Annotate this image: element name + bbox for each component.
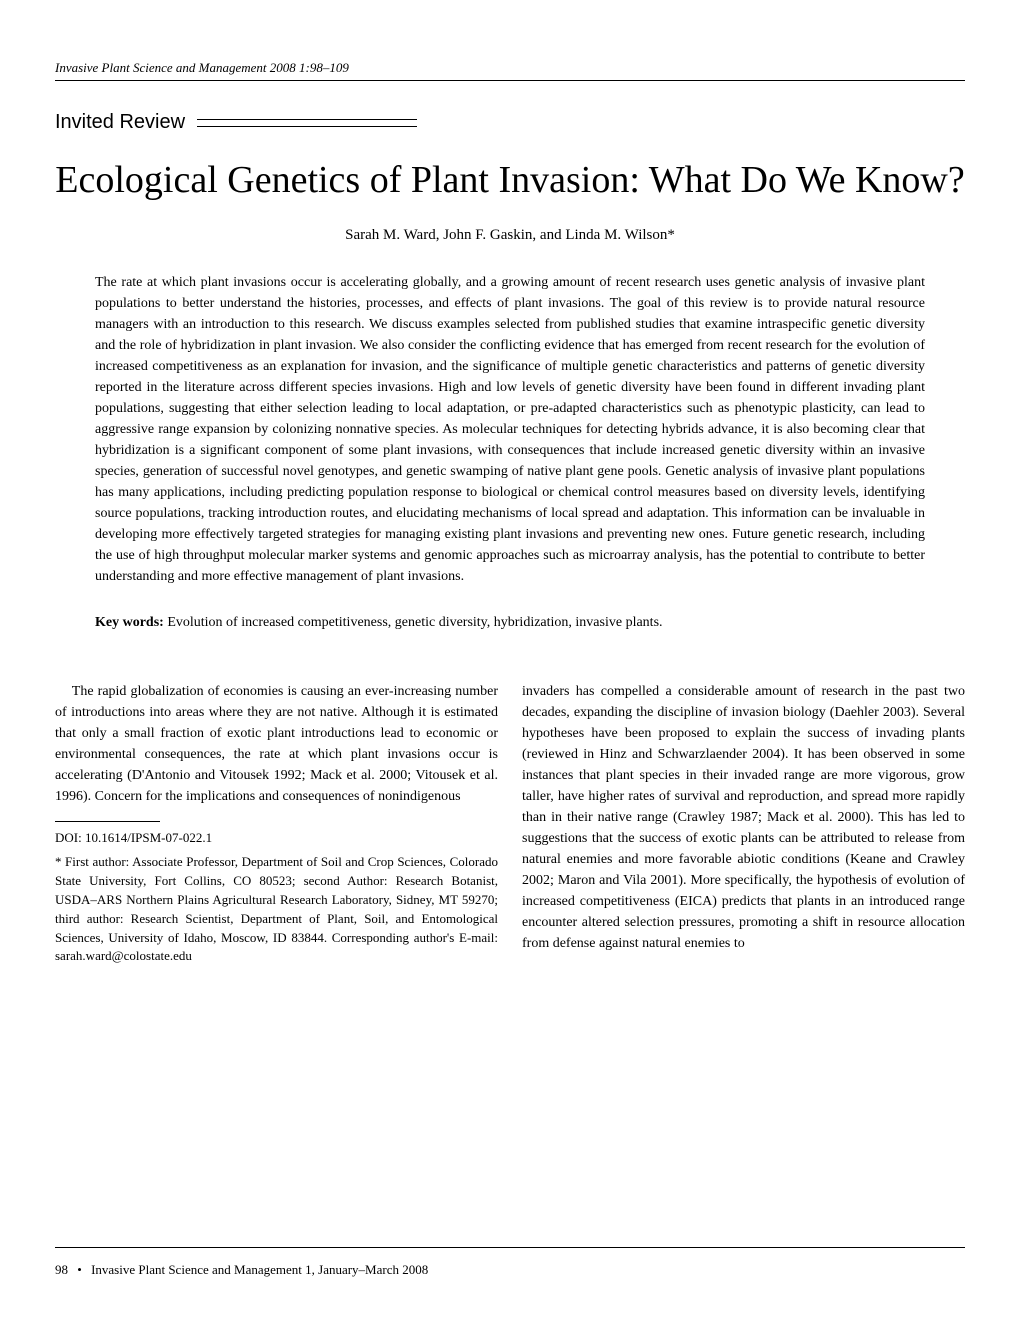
footnote-rule	[55, 821, 160, 822]
abstract: The rate at which plant invasions occur …	[95, 272, 925, 587]
keywords-text: Evolution of increased competitiveness, …	[167, 615, 662, 630]
keywords-block: Key words: Evolution of increased compet…	[95, 615, 925, 631]
header-rule	[55, 80, 965, 81]
body-paragraph: The rapid globalization of economies is …	[55, 681, 498, 807]
bullet-icon: •	[77, 1262, 82, 1277]
authors: Sarah M. Ward, John F. Gaskin, and Linda…	[55, 227, 965, 244]
column-right: invaders has compelled a considerable am…	[522, 681, 965, 967]
journal-volume-pages: 1:98–109	[299, 60, 349, 75]
running-header: Invasive Plant Science and Management 20…	[55, 60, 965, 76]
page-footer: 98 • Invasive Plant Science and Manageme…	[55, 1247, 965, 1278]
footer-rule	[55, 1247, 965, 1248]
footer-journal-issue: Invasive Plant Science and Management 1,…	[91, 1262, 428, 1277]
keywords-label: Key words:	[95, 615, 164, 630]
author-footnote: * First author: Associate Professor, Dep…	[55, 853, 498, 966]
journal-name: Invasive Plant Science and Management	[55, 60, 267, 75]
journal-year: 2008	[270, 60, 296, 75]
section-label: Invited Review	[55, 111, 417, 134]
column-left: The rapid globalization of economies is …	[55, 681, 498, 967]
body-paragraph: invaders has compelled a considerable am…	[522, 681, 965, 954]
page-number: 98	[55, 1262, 68, 1277]
article-title: Ecological Genetics of Plant Invasion: W…	[55, 159, 965, 203]
footer-text: 98 • Invasive Plant Science and Manageme…	[55, 1262, 965, 1278]
body-columns: The rapid globalization of economies is …	[55, 681, 965, 967]
doi: DOI: 10.1614/IPSM-07-022.1	[55, 828, 498, 848]
